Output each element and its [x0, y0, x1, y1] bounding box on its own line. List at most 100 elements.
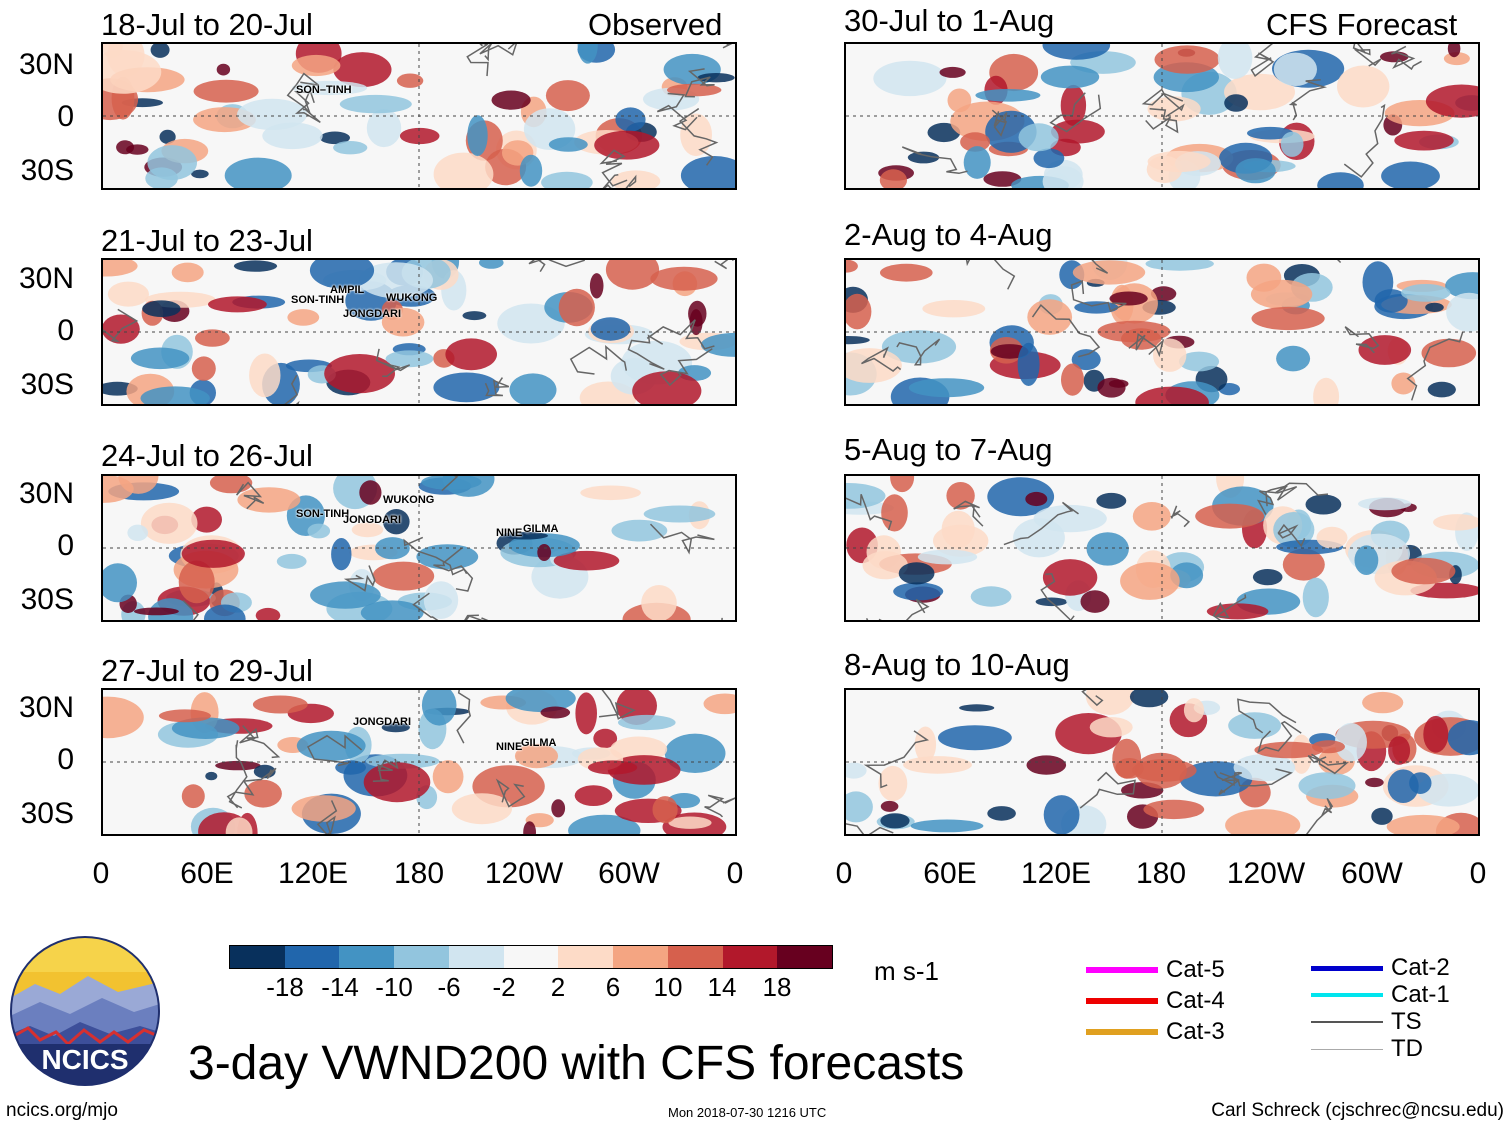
wind-anomaly-blob: [1120, 562, 1180, 600]
wind-anomaly-blob: [103, 563, 137, 603]
main-title: 3-day VWND200 with CFS forecasts: [188, 1037, 965, 1090]
y-label-30s: 30S: [20, 583, 74, 616]
coastline: [1218, 768, 1293, 796]
wind-anomaly-blob: [881, 330, 957, 364]
wind-anomaly-blob: [1043, 795, 1080, 834]
map-field-7: [846, 476, 1478, 620]
wind-anomaly-blob: [133, 607, 179, 616]
wind-anomaly-blob: [433, 152, 494, 188]
wind-anomaly-blob: [1386, 814, 1460, 834]
wind-anomaly-blob: [244, 779, 282, 808]
coastline: [235, 481, 265, 510]
wind-anomaly-blob: [846, 260, 858, 273]
wind-anomaly-blob: [191, 356, 216, 381]
wind-anomaly-blob: [680, 156, 735, 188]
coastline: [226, 767, 277, 809]
coastline: [1250, 44, 1275, 78]
x-label: 0: [92, 857, 110, 890]
colorbar-swatch: [503, 946, 559, 968]
wind-anomaly-blob: [158, 709, 211, 723]
wind-anomaly-blob: [1217, 44, 1253, 79]
wind-anomaly-blob: [191, 506, 222, 533]
y-label-30s: 30S: [20, 797, 74, 830]
wind-anomaly-blob: [1143, 799, 1205, 820]
colorbar-tick: 2: [550, 972, 566, 1002]
coastline: [464, 614, 494, 620]
wind-anomaly-blob: [224, 157, 292, 188]
storm-label: JONGDARI: [343, 514, 402, 526]
wind-anomaly-blob: [664, 733, 726, 773]
wind-anomaly-blob: [416, 544, 479, 570]
wind-anomaly-blob: [1224, 94, 1248, 112]
y-label-30s: 30S: [20, 154, 74, 187]
wind-anomaly-blob: [880, 263, 933, 282]
wind-anomaly-blob: [467, 115, 488, 157]
x-label: 60E: [923, 857, 977, 890]
coastline: [495, 778, 526, 808]
wind-anomaly-blob: [1089, 717, 1133, 738]
wind-anomaly-blob: [1042, 44, 1111, 60]
wind-anomaly-blob: [987, 477, 1055, 517]
storm-label: NINE: [496, 741, 523, 753]
wind-anomaly-blob: [142, 300, 181, 317]
wind-anomaly-blob: [204, 604, 246, 620]
wind-anomaly-blob: [358, 262, 433, 299]
wind-anomaly-blob: [103, 44, 123, 58]
wind-anomaly-blob: [287, 309, 320, 326]
colorbar-tick: 10: [653, 972, 683, 1002]
wind-anomaly-blob: [1135, 752, 1187, 789]
wind-anomaly-blob: [703, 693, 735, 715]
wind-anomaly-blob: [1316, 526, 1348, 549]
wind-anomaly-blob: [366, 109, 402, 148]
x-label: 120W: [1226, 857, 1306, 890]
wind-anomaly-blob: [575, 692, 597, 735]
wind-anomaly-blob: [252, 695, 308, 714]
wind-anomaly-blob: [381, 307, 425, 337]
wind-anomaly-blob: [319, 131, 350, 145]
wind-anomaly-blob: [509, 373, 557, 404]
coastline: [1343, 103, 1386, 178]
wind-anomaly-blob: [205, 771, 218, 781]
footer-url[interactable]: ncics.org/mjo: [6, 1100, 118, 1121]
wind-anomaly-blob: [890, 476, 915, 493]
legend-label: Cat-5: [1166, 956, 1225, 983]
wind-anomaly-blob: [351, 522, 384, 538]
wind-anomaly-blob: [237, 487, 301, 513]
y-label-30n: 30N: [18, 262, 74, 295]
coastline: [714, 260, 734, 270]
wind-anomaly-blob: [1381, 161, 1440, 188]
panel-title-6: 2-Aug to 4-Aug: [844, 217, 1053, 252]
wind-anomaly-blob: [171, 717, 240, 739]
wind-anomaly-blob: [103, 50, 162, 94]
wind-anomaly-blob: [1195, 503, 1264, 529]
legend-td: TD: [1311, 1035, 1423, 1063]
colorbar-swatch: [284, 946, 340, 968]
wind-anomaly-blob: [1302, 577, 1329, 618]
wind-anomaly-blob: [333, 52, 392, 88]
panel-title-4: 27-Jul to 29-Jul: [101, 653, 313, 688]
wind-anomaly-blob: [1147, 96, 1201, 122]
wind-anomaly-blob: [462, 311, 487, 321]
coastline: [656, 92, 698, 131]
wind-anomaly-blob: [249, 353, 281, 398]
coastline: [627, 334, 665, 370]
wind-anomaly-blob: [505, 690, 576, 713]
map-field-3: [103, 476, 735, 620]
wind-anomaly-blob: [987, 806, 1016, 821]
wind-anomaly-blob: [1085, 690, 1134, 715]
wind-anomaly-blob: [593, 728, 618, 749]
coastline: [375, 348, 411, 378]
map-panel-4: [101, 688, 737, 836]
wind-anomaly-blob: [938, 725, 1012, 751]
x-label: 60W: [598, 857, 660, 890]
wind-anomaly-blob: [1251, 306, 1325, 331]
coastline: [1079, 771, 1136, 809]
wind-anomaly-blob: [181, 784, 205, 809]
coastline: [1237, 698, 1297, 734]
wind-anomaly-blob: [1365, 777, 1384, 788]
coastline: [182, 599, 199, 620]
coastline: [953, 500, 984, 527]
wind-anomaly-blob: [1071, 349, 1101, 371]
coastline: [284, 374, 300, 404]
coastline: [1406, 331, 1464, 401]
